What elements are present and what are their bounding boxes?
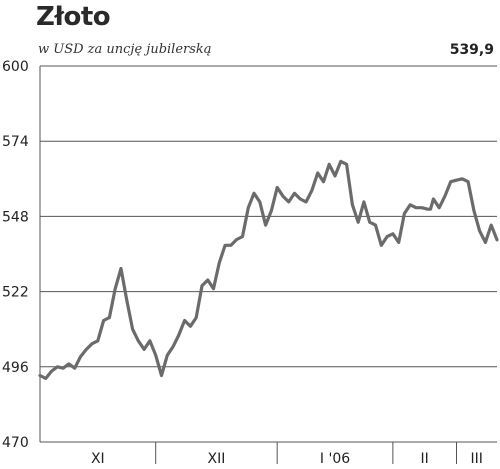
x-month-label: XII xyxy=(208,451,226,467)
x-month-label: I '06 xyxy=(320,451,350,467)
grid-lines xyxy=(39,65,497,443)
y-tick-label: 548 xyxy=(2,209,29,225)
price-series xyxy=(38,159,499,380)
x-month-label: III xyxy=(471,451,483,467)
price-line xyxy=(38,159,499,380)
x-axis: XI XII I '06 II III xyxy=(91,442,483,467)
y-axis-ticks: 470 496 522 548 574 600 xyxy=(2,59,29,451)
chart-subtitle: w USD za uncję jubilerską xyxy=(38,42,212,57)
y-tick-label: 600 xyxy=(2,59,29,75)
x-month-label: II xyxy=(421,451,429,467)
y-tick-label: 496 xyxy=(2,360,29,376)
y-tick-label: 574 xyxy=(2,134,29,150)
y-tick-label: 522 xyxy=(2,285,29,301)
last-value-label: 539,9 xyxy=(449,42,494,58)
x-month-label: XI xyxy=(91,451,105,467)
y-tick-label: 470 xyxy=(2,435,29,451)
page-title: Złoto xyxy=(36,2,111,32)
